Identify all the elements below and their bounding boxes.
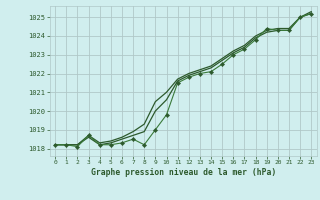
X-axis label: Graphe pression niveau de la mer (hPa): Graphe pression niveau de la mer (hPa) [91,168,276,177]
